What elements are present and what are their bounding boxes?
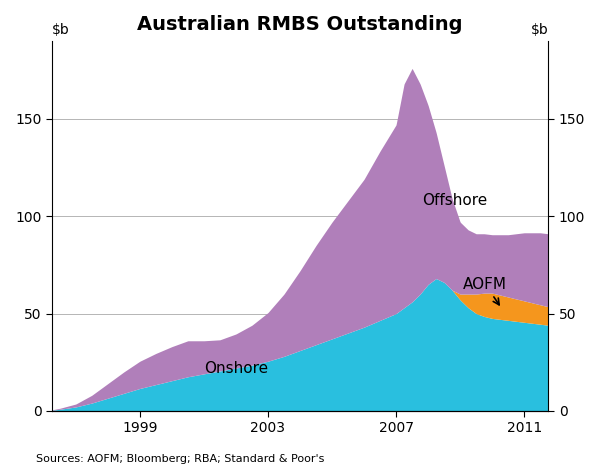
Text: Offshore: Offshore [422,193,487,208]
Text: Onshore: Onshore [204,361,268,376]
Text: $b: $b [52,23,70,38]
Text: $b: $b [530,23,548,38]
Title: Australian RMBS Outstanding: Australian RMBS Outstanding [137,15,463,34]
Text: AOFM: AOFM [463,277,508,305]
Text: Sources: AOFM; Bloomberg; RBA; Standard & Poor's: Sources: AOFM; Bloomberg; RBA; Standard … [36,454,325,464]
